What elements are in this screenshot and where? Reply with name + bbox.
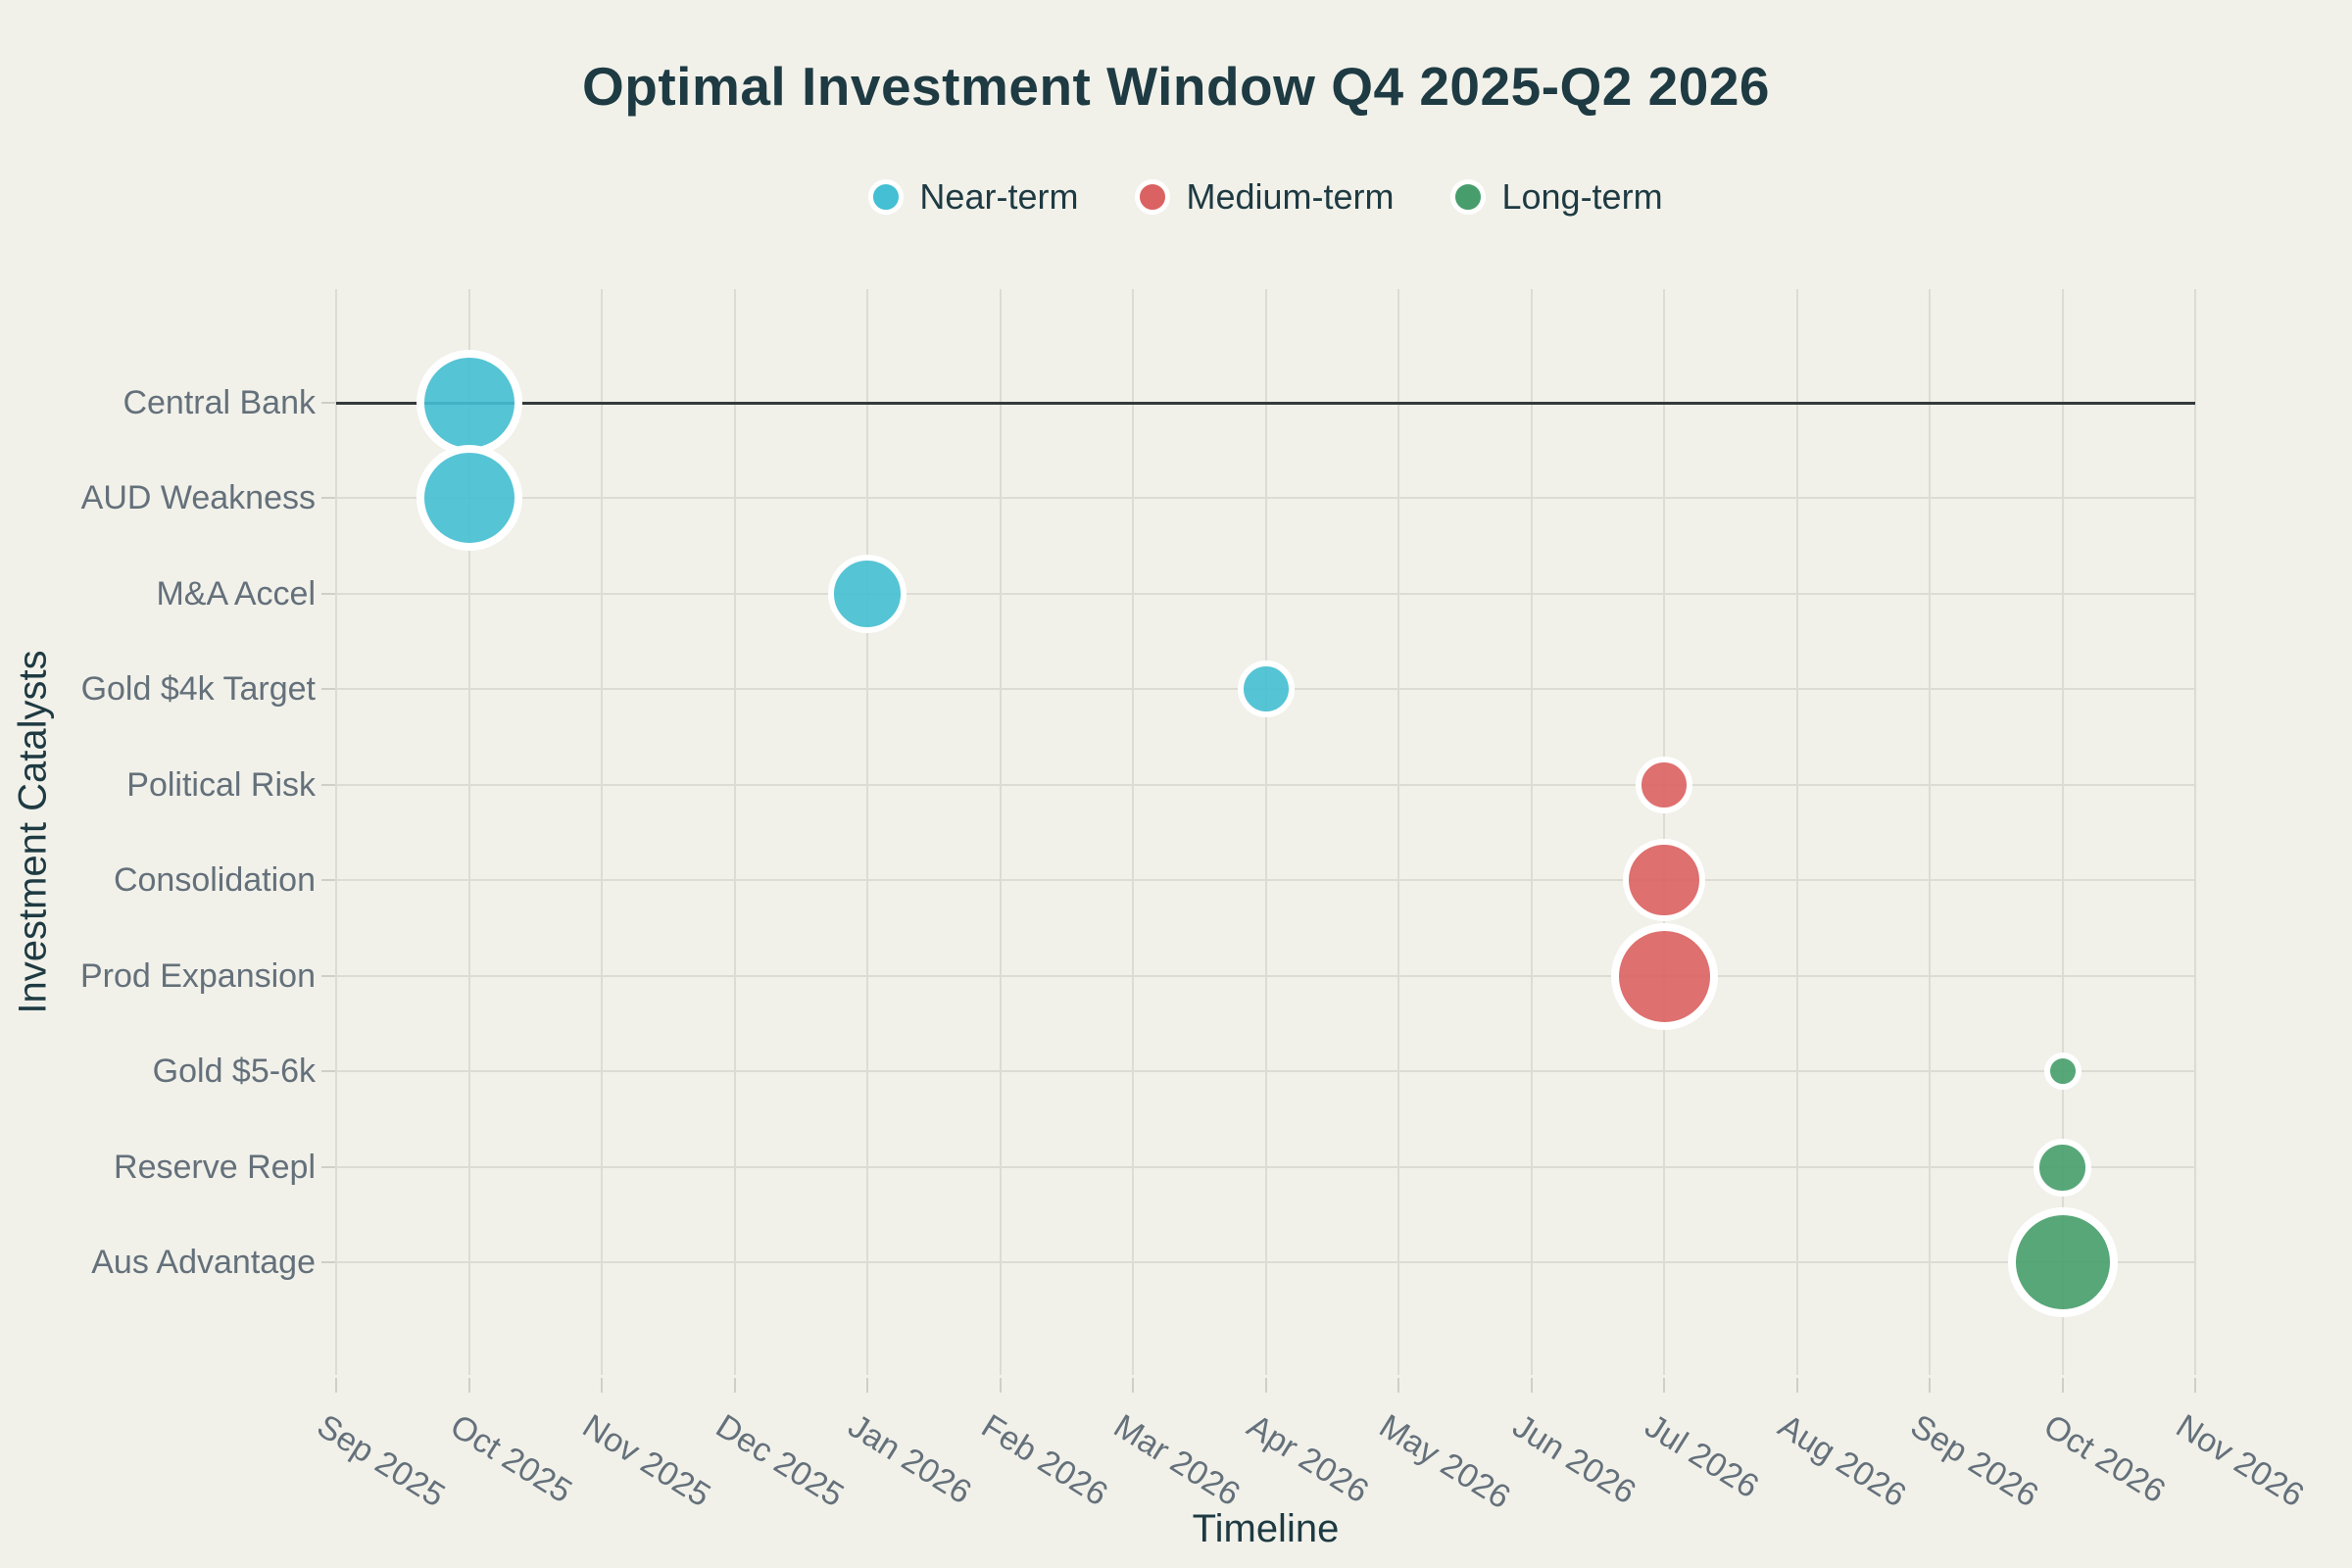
bubble-reserve-repl[interactable] bbox=[2034, 1138, 2091, 1197]
x-gridline bbox=[1264, 289, 1267, 1375]
bubble-central-bank[interactable] bbox=[416, 350, 522, 456]
x-tick-mark bbox=[1663, 1378, 1665, 1393]
bubble-political-risk[interactable] bbox=[1636, 757, 1692, 813]
y-tick-mark bbox=[321, 879, 335, 881]
x-gridline bbox=[1397, 289, 1399, 1375]
chart-title: Optimal Investment Window Q4 2025-Q2 202… bbox=[581, 56, 1771, 117]
x-gridline bbox=[1530, 289, 1533, 1375]
y-tick-label-m-a-accel: M&A Accel bbox=[156, 575, 316, 612]
bubble-consolidation[interactable] bbox=[1623, 839, 1705, 921]
y-tick-mark bbox=[321, 1166, 335, 1168]
y-tick-label-aus-advantage: Aus Advantage bbox=[91, 1244, 316, 1281]
x-gridline bbox=[335, 289, 337, 1375]
x-gridline bbox=[1929, 289, 1931, 1375]
x-gridline bbox=[1132, 289, 1134, 1375]
x-gridline bbox=[999, 289, 1002, 1375]
x-gridline bbox=[866, 289, 868, 1375]
y-gridline bbox=[336, 1261, 2195, 1263]
x-gridline bbox=[2061, 289, 2064, 1375]
x-tick-label: Dec 2025 bbox=[709, 1407, 850, 1515]
legend-label: Near-term bbox=[919, 176, 1079, 217]
bubble-prod-expansion[interactable] bbox=[1610, 922, 1718, 1030]
x-tick-mark bbox=[335, 1378, 337, 1393]
x-tick-mark bbox=[866, 1378, 868, 1393]
y-tick-mark bbox=[321, 784, 335, 786]
y-tick-label-consolidation: Consolidation bbox=[113, 861, 316, 899]
x-gridline bbox=[1663, 289, 1665, 1375]
y-tick-mark bbox=[321, 593, 335, 595]
x-axis-title: Timeline bbox=[1192, 1507, 1340, 1550]
y-axis-title: Investment Catalysts bbox=[11, 650, 55, 1014]
bubble-gold-4k-target[interactable] bbox=[1237, 661, 1295, 717]
legend-label: Long-term bbox=[1501, 176, 1663, 217]
x-tick-mark bbox=[1397, 1378, 1399, 1393]
x-tick-mark bbox=[467, 1378, 470, 1393]
x-tick-label: Feb 2026 bbox=[974, 1407, 1114, 1514]
y-gridline bbox=[336, 1166, 2195, 1168]
bubble-aus-advantage[interactable] bbox=[2007, 1207, 2118, 1317]
legend: Near-term Medium-term Long-term bbox=[336, 176, 2195, 218]
x-tick-mark bbox=[1264, 1378, 1267, 1393]
y-tick-label-political-risk: Political Risk bbox=[126, 766, 316, 804]
x-gridline bbox=[733, 289, 736, 1375]
bubble-aud-weakness[interactable] bbox=[416, 445, 522, 551]
x-tick-label: Sep 2026 bbox=[1903, 1407, 2045, 1515]
legend-marker-icon bbox=[868, 179, 905, 215]
y-tick-mark bbox=[321, 497, 335, 499]
legend-marker-icon bbox=[1135, 179, 1171, 215]
y-gridline bbox=[336, 1070, 2195, 1072]
legend-marker-icon bbox=[1450, 179, 1487, 215]
x-tick-label: Nov 2025 bbox=[575, 1407, 717, 1515]
x-tick-label: Oct 2026 bbox=[2036, 1407, 2172, 1511]
x-tick-label: Jan 2026 bbox=[841, 1407, 978, 1512]
y-tick-mark bbox=[321, 1261, 335, 1263]
y-gridline bbox=[336, 784, 2195, 786]
x-tick-mark bbox=[1530, 1378, 1533, 1393]
x-tick-label: Apr 2026 bbox=[1240, 1407, 1375, 1511]
y-gridline bbox=[336, 593, 2195, 595]
y-tick-mark bbox=[321, 402, 335, 404]
y-gridline bbox=[336, 497, 2195, 499]
legend-item-medium-term[interactable]: Medium-term bbox=[1135, 176, 1394, 218]
x-tick-mark bbox=[1795, 1378, 1798, 1393]
x-tick-mark bbox=[733, 1378, 736, 1393]
y-tick-mark bbox=[321, 1070, 335, 1072]
x-tick-mark bbox=[2194, 1378, 2196, 1393]
y-tick-label-gold-4k-target: Gold $4k Target bbox=[80, 670, 316, 708]
x-tick-mark bbox=[2061, 1378, 2064, 1393]
x-tick-label: Oct 2025 bbox=[443, 1407, 578, 1511]
legend-label: Medium-term bbox=[1186, 176, 1395, 217]
x-tick-label: May 2026 bbox=[1372, 1407, 1517, 1517]
y-tick-label-aud-weakness: AUD Weakness bbox=[80, 479, 316, 516]
x-tick-label: Jul 2026 bbox=[1638, 1407, 1766, 1506]
x-gridline bbox=[467, 289, 470, 1375]
x-tick-mark bbox=[1132, 1378, 1134, 1393]
y-tick-label-gold-5-6k: Gold $5-6k bbox=[152, 1053, 316, 1090]
x-tick-mark bbox=[601, 1378, 603, 1393]
x-tick-label: Sep 2025 bbox=[310, 1407, 452, 1515]
x-tick-label: Jun 2026 bbox=[1505, 1407, 1642, 1512]
y-gridline bbox=[336, 975, 2195, 977]
x-tick-mark bbox=[999, 1378, 1002, 1393]
y-tick-mark bbox=[321, 688, 335, 690]
x-gridline bbox=[2194, 289, 2196, 1375]
legend-item-near-term[interactable]: Near-term bbox=[868, 176, 1078, 218]
x-tick-mark bbox=[1929, 1378, 1931, 1393]
y-tick-label-central-bank: Central Bank bbox=[122, 384, 316, 421]
x-tick-label: Aug 2026 bbox=[1771, 1407, 1912, 1515]
y-tick-mark bbox=[321, 975, 335, 977]
annotation-line bbox=[336, 402, 2195, 405]
y-tick-label-reserve-repl: Reserve Repl bbox=[114, 1149, 316, 1186]
x-tick-label: Nov 2026 bbox=[2169, 1407, 2311, 1515]
x-gridline bbox=[1795, 289, 1798, 1375]
y-gridline bbox=[336, 879, 2195, 881]
x-tick-label: Mar 2026 bbox=[1106, 1407, 1247, 1514]
bubble-m-a-accel[interactable] bbox=[828, 555, 906, 633]
y-tick-label-prod-expansion: Prod Expansion bbox=[79, 957, 316, 995]
bubble-gold-5-6k[interactable] bbox=[2043, 1053, 2082, 1090]
legend-item-long-term[interactable]: Long-term bbox=[1450, 176, 1663, 218]
x-gridline bbox=[601, 289, 603, 1375]
